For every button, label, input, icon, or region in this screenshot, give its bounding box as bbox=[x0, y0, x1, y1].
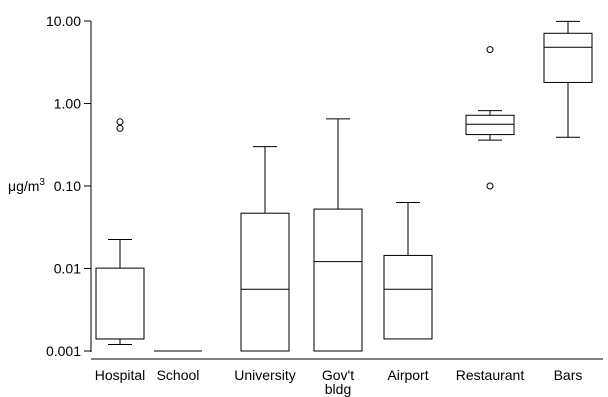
box-iqr bbox=[95, 267, 145, 340]
y-tick-label: 0.10 bbox=[54, 178, 81, 194]
box-iqr bbox=[465, 114, 515, 136]
x-tick-label-line: Hospital bbox=[95, 367, 146, 383]
y-tick-label: 0.001 bbox=[46, 343, 81, 359]
outlier-point bbox=[116, 124, 124, 132]
x-tick-labels: Hospital School University Gov't bldg Airport… bbox=[95, 367, 583, 397]
y-tick-label: 1.00 bbox=[54, 96, 81, 112]
x-tick-label: School bbox=[157, 367, 200, 383]
box-iqr bbox=[240, 212, 290, 352]
y-axis-label-superscript: 3 bbox=[39, 177, 45, 188]
y-tick-label: 10.00 bbox=[46, 13, 81, 29]
box-university bbox=[240, 146, 290, 352]
outlier-point bbox=[116, 118, 124, 126]
box-iqr bbox=[543, 32, 593, 83]
outlier-point bbox=[486, 46, 494, 54]
box-iqr bbox=[313, 208, 363, 352]
y-axis: 10.00 1.00 0.10 0.01 0.001 μg/m3 bbox=[8, 13, 92, 359]
x-tick-label: Bars bbox=[554, 367, 583, 383]
x-axis: Hospital School University Gov't bldg Airport… bbox=[91, 358, 603, 397]
x-tick-label-line: bldg bbox=[325, 381, 351, 397]
boxes bbox=[95, 20, 593, 352]
x-tick-label: Restaurant bbox=[456, 367, 525, 383]
box-iqr bbox=[383, 254, 433, 340]
x-tick-label-line: Bars bbox=[554, 367, 583, 383]
y-axis-label-text: μg/m bbox=[8, 178, 39, 194]
x-tick-label-line: School bbox=[157, 367, 200, 383]
x-tick-label-line: Airport bbox=[387, 367, 428, 383]
y-ticks: 10.00 1.00 0.10 0.01 0.001 bbox=[46, 13, 91, 359]
outlier-point bbox=[486, 182, 494, 190]
box-hospital bbox=[95, 118, 145, 345]
box-govtbldg bbox=[313, 118, 363, 352]
y-axis-label: μg/m3 bbox=[8, 177, 45, 194]
x-tick-label-line: Gov't bbox=[322, 367, 354, 383]
box-airport bbox=[383, 202, 433, 340]
x-tick-label: University bbox=[234, 367, 295, 383]
box-bars bbox=[543, 20, 593, 138]
x-tick-label: Gov't bldg bbox=[322, 367, 354, 397]
x-tick-label-line: University bbox=[234, 367, 295, 383]
x-tick-label: Hospital bbox=[95, 367, 146, 383]
box-restaurant bbox=[465, 46, 515, 190]
x-tick-label-line: Restaurant bbox=[456, 367, 525, 383]
x-tick-label: Airport bbox=[387, 367, 428, 383]
y-tick-label: 0.01 bbox=[54, 261, 81, 277]
